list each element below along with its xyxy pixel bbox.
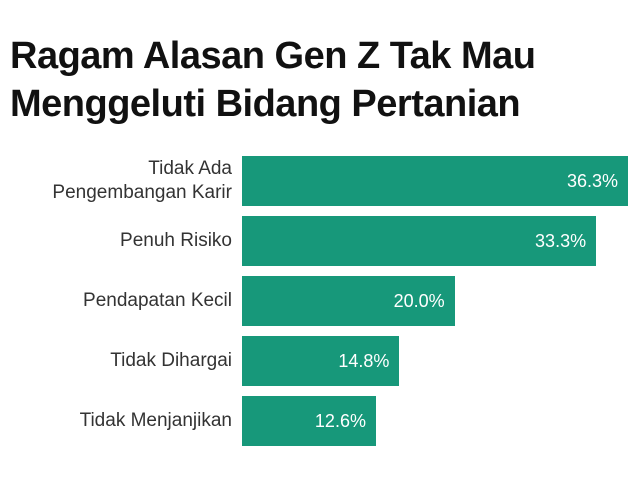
bar (242, 276, 455, 326)
value-label: 14.8% (338, 350, 390, 371)
value-label: 36.3% (566, 170, 618, 191)
y-tick-label: Tidak Dihargai (110, 350, 232, 371)
bar (242, 336, 400, 386)
bar (242, 216, 597, 266)
bar (242, 156, 628, 206)
y-tick-label: Tidak Ada Pengembangan Karir (52, 158, 232, 203)
chart-title: Ragam Alasan Gen Z Tak Mau Menggeluti Bi… (10, 35, 536, 125)
value-label: 33.3% (535, 230, 587, 251)
y-tick-label: Tidak Menjanjikan (79, 410, 232, 431)
y-tick-label: Pendapatan Kecil (83, 290, 232, 311)
value-label: 20.0% (393, 290, 445, 311)
y-tick-label: Penuh Risiko (120, 230, 232, 251)
bar (242, 396, 376, 446)
value-label: 12.6% (314, 410, 366, 431)
